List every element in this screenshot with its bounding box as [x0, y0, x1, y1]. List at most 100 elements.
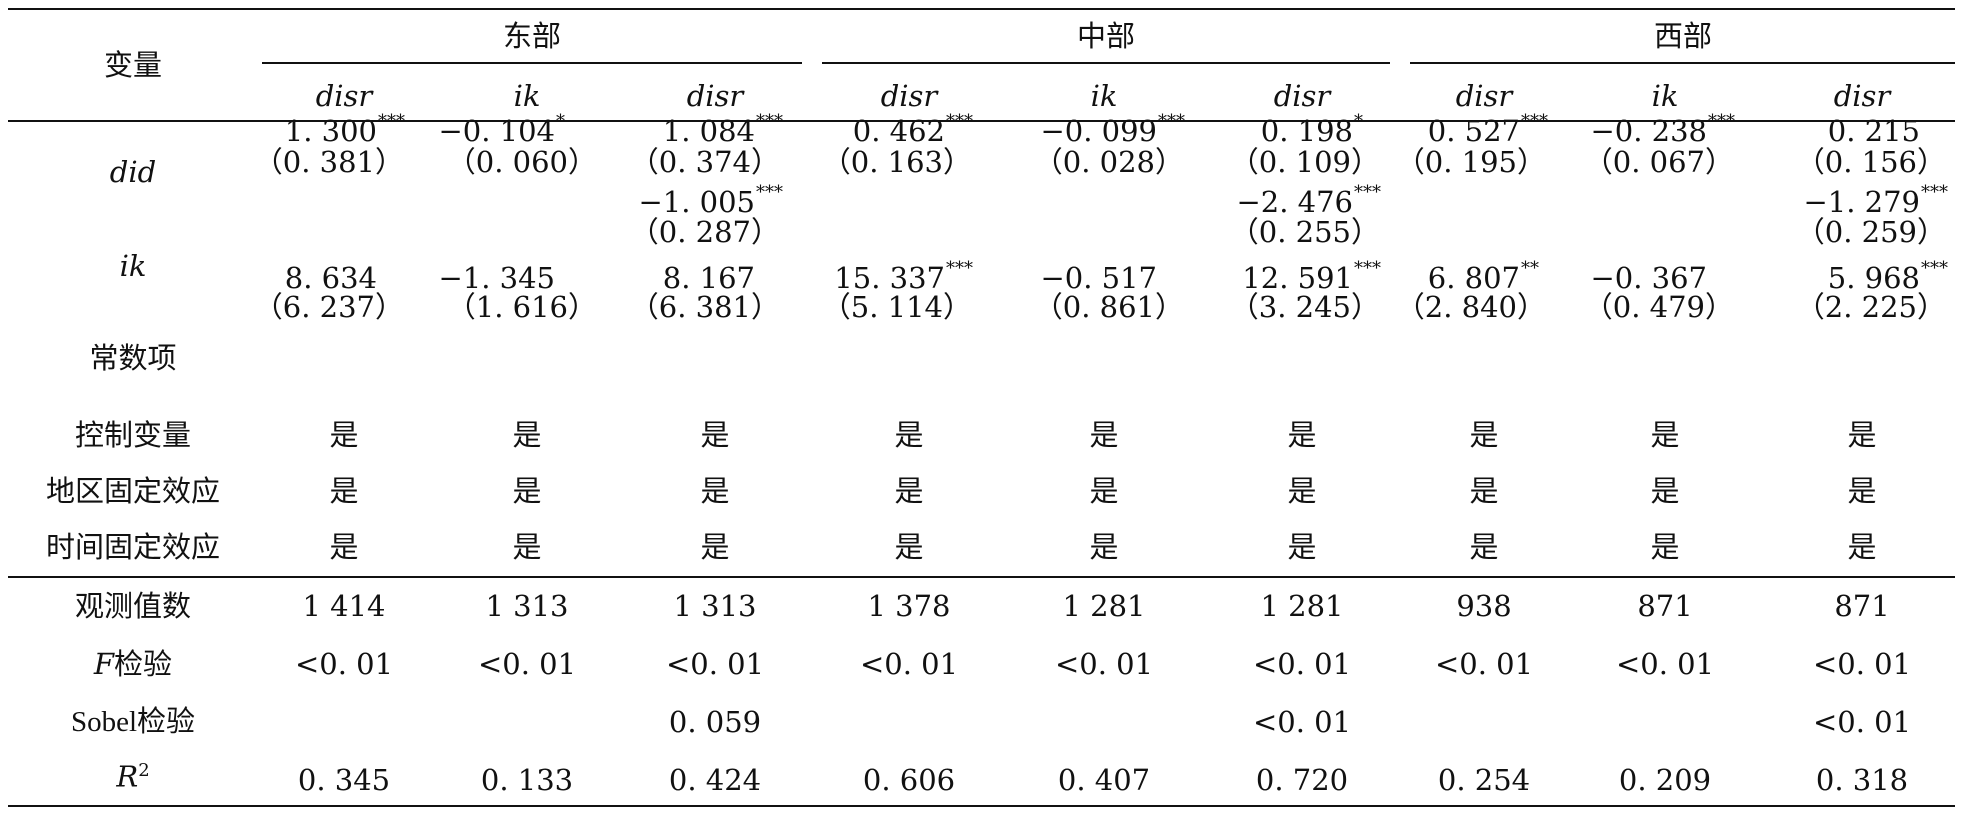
f-test-cell: <0. 01 [665, 647, 765, 681]
significance-stars: *** [1921, 258, 1948, 279]
time-fe-cell: 是 [1847, 530, 1877, 564]
std-error-cell: （0. 479） [1583, 290, 1734, 324]
r2-cell: 0. 720 [1255, 763, 1349, 797]
coef-value: 15. 337 [834, 261, 945, 295]
region-fe-cell: 是 [1089, 474, 1119, 508]
coef-value: 1. 084 [662, 114, 755, 148]
coef-cell: −1. 279*** [1803, 184, 1955, 219]
column-header: disr [880, 79, 938, 113]
column-header: disr [686, 79, 744, 113]
coef-cell: 1. 084*** [662, 113, 790, 148]
coef-value: −1. 345 [438, 261, 555, 295]
row-label-controls: 控制变量 [74, 418, 192, 452]
row-label-ik: ik [119, 249, 147, 283]
row-label-f-test: F检验 [94, 650, 172, 679]
coef-cell: −0. 367 [1590, 264, 1742, 293]
bottom-rule [8, 805, 1955, 807]
sobel-cell: <0. 01 [1812, 705, 1912, 739]
std-error-cell: （1. 616） [446, 290, 597, 324]
row-label-r2: R2 [116, 762, 149, 792]
controls-cell: 是 [1847, 418, 1877, 452]
controls-cell: 是 [894, 418, 924, 452]
time-fe-cell: 是 [329, 530, 359, 564]
significance-stars: * [1354, 111, 1363, 132]
coef-value: −0. 367 [1590, 261, 1707, 295]
std-error-cell: （2. 225） [1795, 290, 1946, 324]
std-error-cell: （0. 861） [1033, 290, 1184, 324]
controls-cell: 是 [1089, 418, 1119, 452]
f-test-cell: <0. 01 [1812, 647, 1912, 681]
region-fe-cell: 是 [512, 474, 542, 508]
std-error-cell: （3. 245） [1229, 290, 1380, 324]
coef-value: 0. 198 [1260, 114, 1353, 148]
row-label-observations: 观测值数 [74, 589, 192, 623]
coef-value: −1. 005 [638, 185, 755, 219]
top-rule [8, 8, 1955, 10]
std-error-cell: （0. 195） [1395, 145, 1546, 179]
std-error-cell: （0. 255） [1229, 215, 1380, 249]
observations-cell: 938 [1456, 589, 1512, 623]
coef-value: −1. 279 [1803, 185, 1920, 219]
significance-stars: *** [378, 111, 405, 132]
coef-cell: −2. 476*** [1236, 184, 1388, 217]
group-underline-east [262, 62, 802, 64]
coef-value: 5. 968 [1827, 261, 1920, 295]
header-bottom-rule [8, 120, 1955, 122]
coef-cell: 1. 300*** [285, 113, 412, 146]
region-fe-cell: 是 [1287, 474, 1317, 508]
r2-superscript: 2 [138, 760, 150, 781]
controls-cell: 是 [700, 418, 730, 452]
std-error-cell: （6. 381） [629, 290, 780, 324]
r2-cell: 0. 318 [1815, 763, 1909, 797]
significance-stars: *** [1708, 111, 1735, 132]
f-test-suffix: 检验 [114, 647, 173, 681]
coef-value: −0. 104 [438, 114, 555, 148]
coef-cell: 8. 167 [663, 264, 790, 293]
time-fe-cell: 是 [1287, 530, 1317, 564]
coef-value: 0. 527 [1427, 114, 1520, 148]
std-error-cell: （0. 109） [1229, 145, 1380, 179]
sobel-cell: 0. 059 [668, 705, 762, 739]
coef-cell: 0. 527*** [1427, 113, 1555, 148]
row-label-did: did [109, 155, 157, 189]
coef-cell: 0. 198* [1260, 113, 1388, 148]
time-fe-cell: 是 [1089, 530, 1119, 564]
r2-cell: 0. 209 [1618, 763, 1712, 797]
significance-stars: ** [1521, 258, 1539, 279]
stats-separator-rule [8, 576, 1955, 578]
coef-value: −0. 238 [1590, 114, 1707, 148]
f-test-cell: <0. 01 [859, 647, 959, 681]
column-header: ik [513, 79, 541, 113]
row-label-sobel: Sobel检验 [71, 708, 195, 737]
variable-header: 变量 [103, 48, 163, 82]
region-fe-cell: 是 [1650, 474, 1680, 508]
column-header: ik [1090, 79, 1118, 113]
controls-cell: 是 [1469, 418, 1499, 452]
std-error-cell: （5. 114） [821, 290, 972, 324]
region-fe-cell: 是 [894, 474, 924, 508]
time-fe-cell: 是 [700, 530, 730, 564]
significance-stars: *** [1354, 182, 1381, 203]
std-error-cell: （0. 163） [821, 145, 972, 179]
coef-cell: 8. 634 [285, 264, 412, 293]
coef-value: −0. 099 [1040, 114, 1157, 148]
coef-cell: 5. 968*** [1827, 260, 1955, 295]
time-fe-cell: 是 [1469, 530, 1499, 564]
f-test-cell: <0. 01 [477, 647, 577, 681]
r2-cell: 0. 345 [297, 763, 391, 797]
observations-cell: 871 [1834, 589, 1890, 623]
f-test-cell: <0. 01 [1252, 647, 1352, 681]
group-central-header: 中部 [1076, 19, 1136, 53]
std-error-cell: （0. 067） [1583, 145, 1734, 179]
observations-cell: 1 281 [1062, 589, 1146, 623]
significance-stars: *** [946, 258, 973, 279]
observations-cell: 1 378 [867, 589, 951, 623]
coef-cell: 0. 462*** [853, 113, 980, 146]
r2-cell: 0. 133 [480, 763, 574, 797]
column-header: disr [1833, 79, 1891, 113]
observations-cell: 1 414 [302, 589, 386, 623]
region-fe-cell: 是 [700, 474, 730, 508]
r-symbol: R [116, 759, 139, 794]
coef-value: −0. 517 [1040, 261, 1157, 295]
